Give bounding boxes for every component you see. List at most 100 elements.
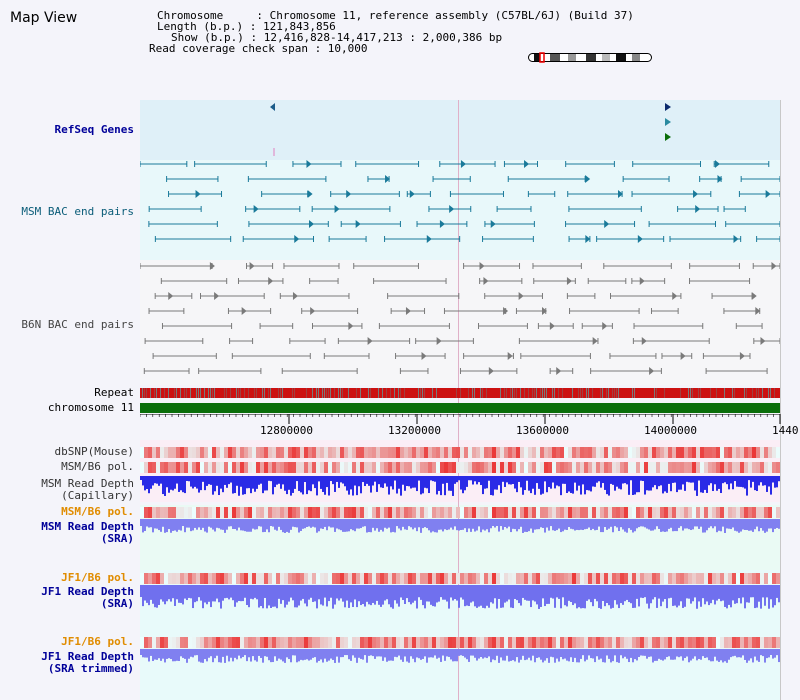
refseq-band — [140, 100, 780, 160]
bac-end-marker — [209, 262, 215, 270]
bac-end-marker — [241, 307, 247, 315]
bac-end-marker — [585, 175, 591, 183]
label-msm-b6-pol: MSM/B6 pol. — [61, 460, 134, 473]
bac-end-marker — [488, 367, 494, 375]
bac-end-marker — [310, 307, 316, 315]
bac-end-marker — [639, 277, 645, 285]
bac-end-marker — [641, 337, 647, 345]
label-jf1-pol-2: JF1/B6 pol. — [61, 635, 134, 648]
bac-end-marker — [618, 190, 624, 198]
coverage-span-line: Read coverage check span : 10,000 — [149, 42, 368, 55]
length-line: Length (b.p.) : 121,843,856 — [157, 20, 336, 33]
bac-end-marker — [604, 220, 610, 228]
bac-end-marker — [214, 292, 220, 300]
bac-end-marker — [348, 322, 354, 330]
gene-arrow — [665, 133, 671, 141]
bac-end-marker — [680, 352, 686, 360]
label-refseq: RefSeq Genes — [54, 123, 134, 136]
label-dbsnp: dbSNP(Mouse) — [54, 445, 134, 458]
label-msm-b6-pol-2: MSM/B6 pol. — [61, 505, 134, 518]
bac-end-marker — [307, 190, 313, 198]
bac-end-marker — [717, 175, 723, 183]
bac-end-marker — [426, 235, 432, 243]
jf1-depth-sra-title: JF1 Read Depth — [41, 585, 134, 598]
position-axis — [140, 414, 781, 424]
label-repeat: Repeat — [94, 386, 134, 399]
bac-end-marker — [367, 337, 373, 345]
bac-end-marker — [195, 190, 201, 198]
position-guide-line — [458, 100, 459, 700]
bac-end-marker — [306, 160, 312, 168]
bac-end-marker — [637, 235, 643, 243]
jf1-pol-2-heat-strip — [140, 637, 780, 648]
tick-label-13200000: 13200000 — [388, 424, 441, 437]
bac-end-marker — [294, 235, 300, 243]
gene-arrow — [665, 103, 671, 111]
msm-depth-sra-bars — [140, 519, 780, 533]
map-view-title: Map View — [10, 10, 78, 26]
label-msm-depth-sra: MSM Read Depth (SRA) — [41, 521, 134, 545]
bac-end-marker — [507, 352, 513, 360]
bac-end-marker — [518, 292, 524, 300]
bac-end-marker — [439, 220, 445, 228]
bac-end-marker — [760, 337, 766, 345]
tick-label-12800000: 12800000 — [260, 424, 313, 437]
chromosome-ideogram[interactable] — [528, 52, 654, 64]
bac-end-marker — [503, 307, 509, 315]
jf1-depth-trim-sub: (SRA trimmed) — [47, 662, 134, 675]
bac-end-marker — [409, 190, 415, 198]
chromosome-info: Chromosome : Chromosome 11, reference as… — [145, 10, 634, 54]
b6n-bac-track[interactable] — [140, 262, 780, 384]
bac-end-marker — [355, 220, 361, 228]
bac-end-marker — [592, 337, 598, 345]
gene-arrow — [270, 103, 275, 111]
msm-depth-sra-title: MSM Read Depth — [41, 520, 134, 533]
bac-end-marker — [556, 367, 562, 375]
bac-end-marker — [739, 352, 745, 360]
bac-end-marker — [346, 190, 352, 198]
bac-end-marker — [249, 262, 255, 270]
tick-label-14000000: 14000000 — [644, 424, 697, 437]
bac-end-marker — [334, 205, 340, 213]
msm-b6-pol-heat-strip — [140, 462, 780, 473]
jf1-depth-trim-title: JF1 Read Depth — [41, 650, 134, 663]
jf1-pol-heat-strip — [140, 573, 780, 584]
bac-end-marker — [549, 322, 555, 330]
msm-bac-track[interactable] — [140, 160, 780, 260]
refseq-genes-track[interactable] — [140, 100, 780, 160]
label-b6n-bac: B6N BAC end pairs — [21, 318, 134, 331]
bac-end-marker — [385, 175, 391, 183]
bac-end-marker — [542, 307, 548, 315]
jf1-depth-sra-bars — [140, 585, 780, 609]
msm-depth-capillary-bars — [140, 476, 780, 496]
bac-end-marker — [566, 277, 572, 285]
bac-end-marker — [292, 292, 298, 300]
bac-end-marker — [421, 352, 427, 360]
bac-end-marker — [436, 337, 442, 345]
bac-end-marker — [524, 160, 530, 168]
dbsnp-heat-strip — [140, 447, 780, 458]
tick-label-13600000: 13600000 — [516, 424, 569, 437]
bac-end-marker — [585, 235, 591, 243]
bac-end-marker — [483, 277, 489, 285]
bac-end-marker — [714, 160, 720, 168]
bac-end-marker — [672, 292, 678, 300]
msm-bac-band — [140, 160, 780, 260]
tick-label-1440: 1440 — [772, 424, 799, 437]
bac-end-marker — [649, 367, 655, 375]
bac-end-marker — [771, 262, 777, 270]
chromosome-bar — [140, 403, 780, 413]
bac-end-marker — [168, 292, 174, 300]
bac-end-marker — [268, 277, 274, 285]
chromosome-line: Chromosome : Chromosome 11, reference as… — [157, 9, 634, 22]
bac-end-marker — [449, 205, 455, 213]
bac-end-marker — [490, 220, 496, 228]
bac-end-marker — [695, 205, 701, 213]
bac-end-marker — [405, 307, 411, 315]
label-jf1-pol: JF1/B6 pol. — [61, 571, 134, 584]
msm-depth-cap-sub: (Capillary) — [61, 489, 134, 502]
bac-end-marker — [751, 292, 757, 300]
label-msm-bac: MSM BAC end pairs — [21, 205, 134, 218]
label-jf1-depth-sra: JF1 Read Depth (SRA) — [41, 586, 134, 610]
